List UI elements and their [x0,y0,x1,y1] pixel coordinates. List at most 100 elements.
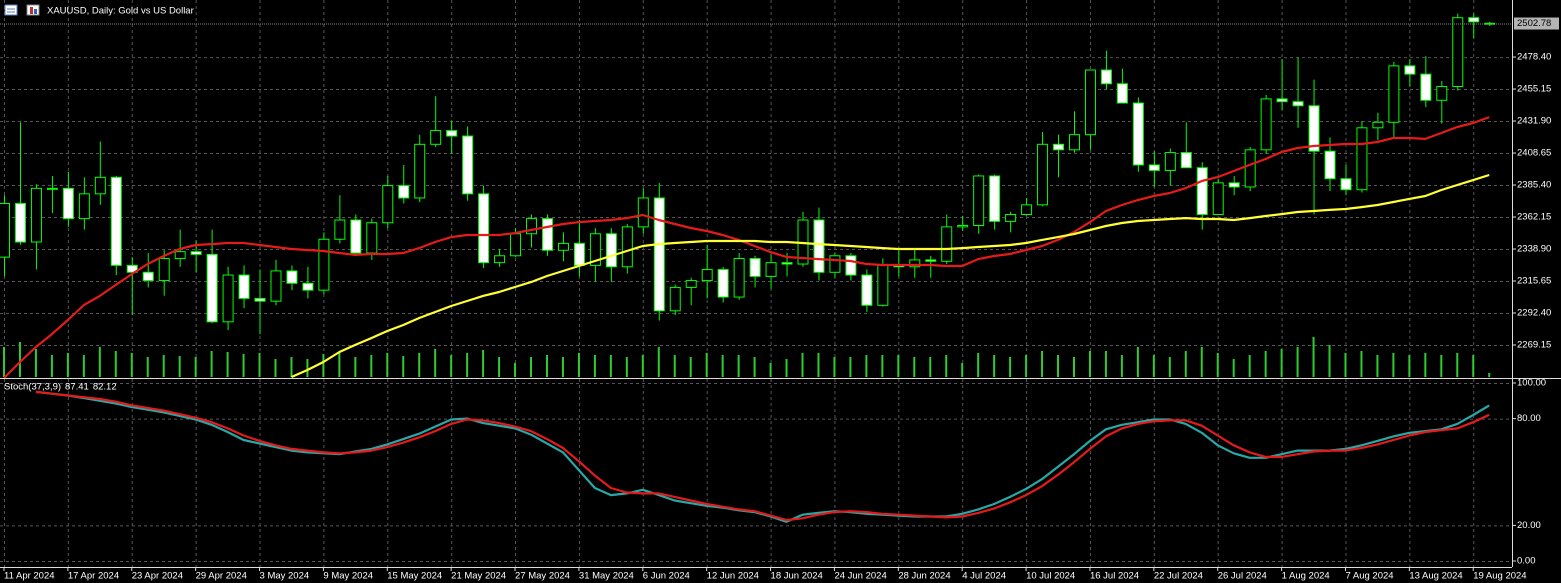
volume-bar [1472,355,1475,377]
x-tick-label: 26 Jul 2024 [1218,571,1267,582]
candle-body [1164,152,1176,171]
volume-bar [1216,353,1219,377]
x-tick-label: 24 Jun 2024 [834,571,886,582]
volume-bar [1440,355,1443,377]
volume-bar [897,355,900,377]
candle-body [973,175,985,226]
candle-body [653,197,665,312]
y-tick-label: 2385.40 [1517,180,1551,191]
candle-body [1180,152,1192,169]
candle-body [1292,101,1304,107]
volume-bar [1009,357,1012,377]
candle-body [1021,204,1033,215]
volume-bar [945,355,948,377]
volume-bar [3,347,5,377]
x-tick-label: 10 Jul 2024 [1026,571,1075,582]
x-tick-label: 4 Jul 2024 [962,571,1006,582]
volume-bar [1424,353,1427,377]
volume-bar [689,357,692,377]
x-tick-label: 22 Jul 2024 [1154,571,1203,582]
candle-body [1005,213,1017,222]
candle-body [1436,86,1448,101]
volume-bar [849,357,852,377]
candle-body [909,259,921,268]
volume-bar [1360,351,1363,377]
volume-bar [1280,349,1283,377]
volume-bar [1152,355,1155,377]
indicator-value: 82.12 [93,382,117,393]
candle-body [478,193,490,264]
volume-bar [338,353,341,377]
candle-body [557,242,569,251]
candle-body [605,233,617,268]
candle-body [1404,65,1416,75]
candle-body [526,218,538,235]
line-series [35,390,1490,522]
volume-bar [913,357,916,377]
candle-body [589,233,601,266]
candle-body [510,233,522,257]
candle-body [30,187,42,243]
x-tick-label: 1 Aug 2024 [1282,571,1330,582]
candle-body [669,286,681,312]
volume-bar [82,355,85,377]
price-box [1514,17,1559,30]
icon [4,4,18,16]
candle-body [1260,98,1272,151]
candle-body [1132,102,1144,166]
volume-bar [418,353,421,377]
volume-bar [833,357,836,377]
y-tick-label: 2292.40 [1517,308,1551,319]
candle-body [1116,83,1128,104]
volume-bar [609,355,612,377]
candle-body [1148,164,1160,171]
candle-body [1420,73,1432,101]
candle-body [78,193,90,220]
volume-bar [801,353,804,377]
volume-bar [737,355,740,377]
candle-body [1053,143,1065,151]
y-tick-label: 2408.65 [1517,148,1551,159]
volume-bar [1200,347,1203,377]
volume-bar [466,353,469,377]
candle-body [1308,105,1320,152]
candle-body [541,218,553,251]
volume-bar [545,355,548,377]
volume-bar [162,355,165,377]
volume-bar [753,357,756,377]
volume-bar [514,363,517,377]
y-tick-label: 2431.90 [1517,116,1551,127]
icon [30,7,33,14]
x-tick-label: 11 Apr 2024 [4,571,55,582]
volume-bar [977,353,980,377]
x-tick-label: 29 Apr 2024 [196,571,247,582]
volume-bar [785,359,788,377]
candle-body [637,197,649,228]
x-tick-label: 17 Apr 2024 [68,571,119,582]
volume-bar [657,347,660,377]
volume-bar [1488,373,1491,377]
volume-bar [114,351,117,377]
candle-body [302,282,314,291]
candle-body [1468,17,1480,23]
candle-body [270,270,282,302]
candle-body [717,269,729,298]
candle-body [941,226,953,262]
volume-bar [210,351,213,377]
volume-bar [194,357,197,377]
window-icons [4,4,40,16]
icon [34,9,37,14]
volume-bar [34,349,37,377]
candle-body [382,185,394,224]
volume-bar [1376,355,1379,377]
candle-body [366,222,378,254]
volume-bar [1312,337,1315,377]
volume-bar [593,355,596,377]
candle-body [1100,69,1112,85]
candle-body [62,187,74,220]
candle-body [222,274,234,323]
candle-body [1356,127,1368,191]
candle-body [238,274,250,299]
candle-body [0,202,10,258]
